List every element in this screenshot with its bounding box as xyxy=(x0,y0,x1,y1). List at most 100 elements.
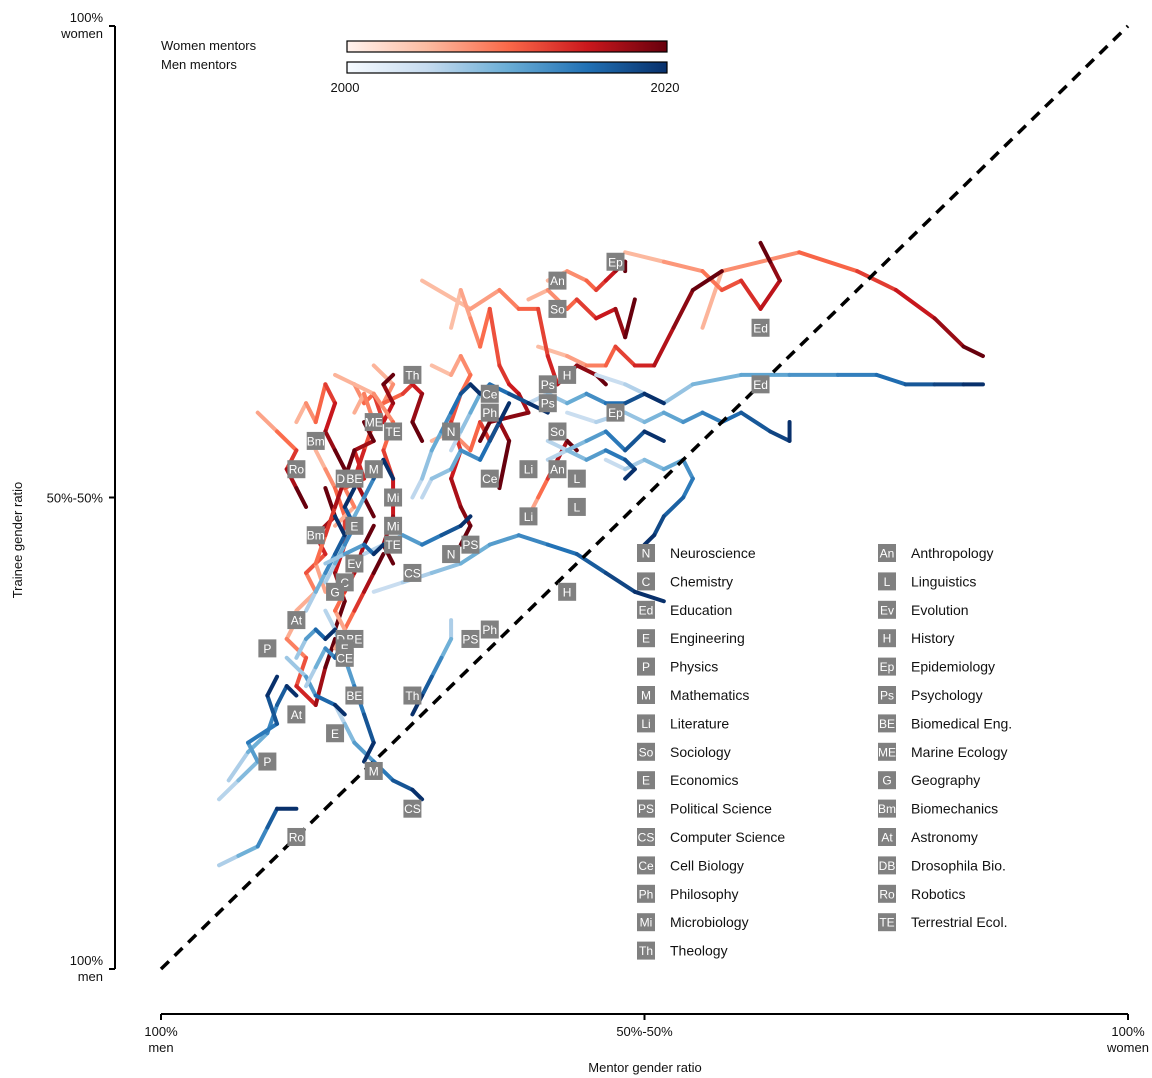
trajectory-segment xyxy=(381,372,396,387)
badge-text: Li xyxy=(524,463,533,477)
badge-text: L xyxy=(573,500,580,514)
trajectory-segment xyxy=(623,391,647,406)
badge-text: P xyxy=(263,755,271,769)
trajectory-segment xyxy=(594,278,608,293)
badge-text: TE xyxy=(385,425,400,439)
trajectory-segment xyxy=(468,316,483,349)
x-axis-label: Mentor gender ratio xyxy=(588,1060,701,1075)
trajectory-segment xyxy=(855,269,898,293)
trajectory-segment xyxy=(333,533,347,557)
badge-box xyxy=(287,460,306,479)
legend-abbr: L xyxy=(884,575,891,589)
legend-item: Bm Biomechanics xyxy=(878,799,998,818)
legend-item: G Geography xyxy=(878,771,980,790)
trajectory-segment xyxy=(449,288,463,330)
trajectory-segment xyxy=(342,721,357,745)
trajectory-segment xyxy=(574,552,608,575)
legend-badge xyxy=(637,544,655,562)
badge-text: Li xyxy=(524,510,533,524)
trajectory-segment xyxy=(623,457,647,472)
trajectory-segment xyxy=(468,391,483,415)
trajectory-segment xyxy=(623,457,637,472)
badge-box xyxy=(306,526,325,545)
trajectory-segment xyxy=(429,561,463,575)
badge-text: H xyxy=(563,585,572,599)
badge-box xyxy=(480,620,499,639)
trajectory-segment xyxy=(526,288,550,302)
trajectory-segment xyxy=(458,382,473,396)
legend-badge xyxy=(878,856,896,875)
badge-box xyxy=(403,799,422,818)
field-label-badge: P xyxy=(258,639,277,658)
trajectory-segment xyxy=(661,410,686,425)
trajectory-segment xyxy=(410,476,425,500)
trajectory-segment xyxy=(352,391,367,415)
trajectory-segment xyxy=(932,316,966,349)
legend-badge xyxy=(878,657,896,676)
field-label-badge: CS xyxy=(403,563,422,582)
badge-box xyxy=(345,554,364,573)
trajectory-segment xyxy=(603,448,628,462)
badge-text: Ph xyxy=(482,406,497,420)
legend-abbr: Ph xyxy=(639,887,654,901)
badge-text: Ce xyxy=(482,387,498,401)
trajectory-segment xyxy=(565,438,579,453)
trajectory-segment xyxy=(468,420,483,453)
trajectory-segment xyxy=(246,721,280,745)
legend-abbr: Ed xyxy=(639,603,654,617)
trajectory-segment xyxy=(497,420,512,443)
trajectory-segment xyxy=(603,269,618,283)
trajectory-segment xyxy=(449,448,463,472)
series-men-chemistry xyxy=(304,514,347,613)
badge-box xyxy=(480,403,499,422)
badge-text: Th xyxy=(405,689,419,703)
legend-name: Biomedical Eng. xyxy=(911,715,1012,731)
trajectory-segment xyxy=(507,382,521,396)
field-label-badge: At xyxy=(287,611,306,630)
legend-badge xyxy=(878,913,896,932)
series-men-drosophila-bio- xyxy=(294,627,338,660)
legend-abbr: Ev xyxy=(880,603,894,617)
legend-badge xyxy=(637,856,655,875)
trajectory-segment xyxy=(642,429,666,443)
trajectory-segment xyxy=(497,288,521,311)
trajectory-segment xyxy=(352,495,367,519)
trajectory-segment xyxy=(255,825,270,849)
badge-text: M xyxy=(369,463,379,477)
badge-box xyxy=(364,413,383,432)
legend-badge xyxy=(637,771,655,790)
colorbar-start-label: 2000 xyxy=(331,80,360,95)
badge-box xyxy=(548,299,567,318)
badge-box xyxy=(306,431,325,450)
trajectory-segment xyxy=(739,410,773,434)
trajectory-segment xyxy=(700,410,724,425)
trajectory-segment xyxy=(961,344,985,359)
trajectory-segment xyxy=(217,853,241,868)
badge-text: E xyxy=(331,727,339,741)
legend-name: Philosophy xyxy=(670,886,739,902)
badge-text: Mi xyxy=(387,519,400,533)
legend: N Neuroscience C Chemistry Ed Education E Engin… xyxy=(637,544,1012,960)
badge-box xyxy=(519,460,538,479)
badge-box xyxy=(548,460,567,479)
legend-name: Neuroscience xyxy=(670,545,756,561)
legend-item: Ce Cell Biology xyxy=(637,856,744,875)
trajectory-segment xyxy=(516,391,531,415)
legend-badge xyxy=(637,913,655,932)
legend-item: P Physics xyxy=(637,657,718,676)
trajectory-segment xyxy=(574,363,599,377)
badge-text: H xyxy=(563,368,572,382)
trajectory-segment xyxy=(294,684,318,707)
legend-item: ME Marine Ecology xyxy=(878,742,1008,761)
trajectory-segment xyxy=(507,391,531,406)
trajectory-segment xyxy=(874,372,908,387)
legend-badge xyxy=(878,600,896,619)
series-men-sociology xyxy=(545,429,666,453)
badge-box xyxy=(538,375,557,394)
badge-text: Th xyxy=(405,368,419,382)
field-label-badge: An xyxy=(548,271,567,290)
badge-box xyxy=(606,252,625,271)
legend-badge xyxy=(878,799,896,818)
trajectory-segment xyxy=(333,542,347,566)
legend-abbr: TE xyxy=(879,916,894,930)
